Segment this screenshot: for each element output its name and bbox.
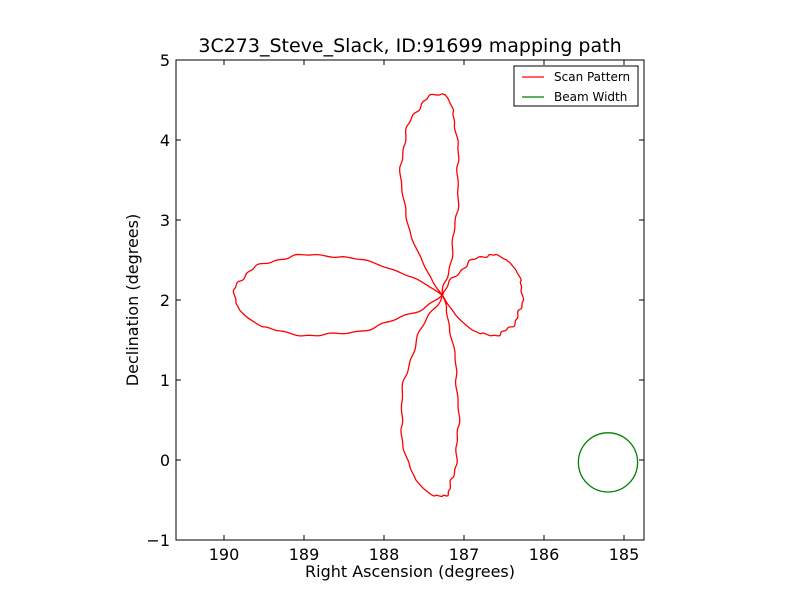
x-axis-label: Right Ascension (degrees): [305, 562, 515, 581]
legend: Scan Pattern Beam Width: [513, 65, 639, 107]
y-tick-label: 2: [160, 291, 170, 310]
legend-label: Scan Pattern: [554, 70, 630, 84]
axis-ticks: 190 189 188 187 186 185 −1 0 1 2 3 4 5: [146, 51, 644, 564]
y-axis-label: Declination (degrees): [123, 214, 142, 386]
data-layer: [232, 93, 639, 498]
scan-pattern-line: [232, 93, 525, 498]
chart-title: 3C273_Steve_Slack, ID:91699 mapping path: [198, 35, 621, 57]
x-tick-label: 185: [609, 545, 640, 564]
y-tick-label: 4: [160, 131, 170, 150]
legend-label: Beam Width: [554, 90, 627, 104]
y-tick-label: −1: [146, 531, 170, 550]
x-tick-label: 188: [369, 545, 400, 564]
x-tick-label: 189: [289, 545, 320, 564]
x-tick-label: 187: [449, 545, 480, 564]
y-tick-label: 0: [160, 451, 170, 470]
x-tick-label: 190: [209, 545, 240, 564]
legend-box: [513, 65, 639, 107]
y-tick-label: 5: [160, 51, 170, 70]
beam-width-circle: [577, 432, 639, 493]
y-tick-label: 3: [160, 211, 170, 230]
y-tick-label: 1: [160, 371, 170, 390]
x-tick-label: 186: [529, 545, 560, 564]
